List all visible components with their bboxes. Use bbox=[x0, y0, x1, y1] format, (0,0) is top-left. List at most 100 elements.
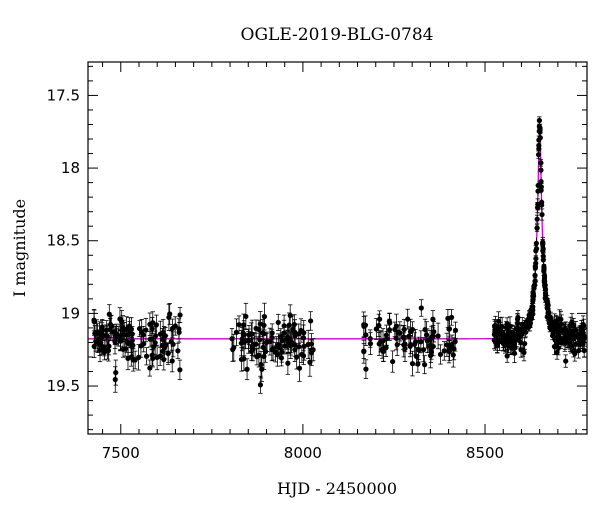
data-marker bbox=[541, 257, 546, 262]
data-marker bbox=[236, 322, 241, 327]
data-marker bbox=[515, 315, 520, 320]
data-point bbox=[230, 338, 235, 362]
data-marker bbox=[413, 339, 418, 344]
data-marker bbox=[177, 312, 182, 317]
data-marker bbox=[288, 313, 293, 318]
data-marker bbox=[144, 354, 149, 359]
data-marker bbox=[282, 343, 287, 348]
data-marker bbox=[261, 345, 266, 350]
data-marker bbox=[540, 248, 545, 253]
data-marker bbox=[408, 344, 413, 349]
data-marker bbox=[256, 353, 261, 358]
data-marker bbox=[262, 314, 267, 319]
data-marker bbox=[539, 202, 544, 207]
data-marker bbox=[449, 342, 454, 347]
data-marker bbox=[394, 323, 399, 328]
data-marker bbox=[527, 323, 532, 328]
data-marker bbox=[563, 358, 568, 363]
data-marker bbox=[495, 343, 500, 348]
data-marker bbox=[535, 217, 540, 222]
data-point bbox=[563, 355, 568, 367]
data-marker bbox=[507, 324, 512, 329]
data-marker bbox=[402, 336, 407, 341]
data-marker bbox=[106, 348, 111, 353]
data-point bbox=[422, 356, 427, 374]
data-marker bbox=[377, 317, 382, 322]
data-marker bbox=[447, 326, 452, 331]
model-curve bbox=[88, 124, 586, 338]
data-marker bbox=[243, 314, 248, 319]
data-marker bbox=[155, 355, 160, 360]
x-tick-labels: 7500 8000 8500 bbox=[102, 444, 504, 462]
data-marker bbox=[147, 322, 152, 327]
data-point bbox=[387, 313, 392, 330]
data-point bbox=[167, 303, 172, 324]
data-marker bbox=[130, 338, 135, 343]
data-point bbox=[285, 352, 290, 374]
data-point bbox=[175, 343, 180, 358]
data-point bbox=[150, 350, 155, 367]
data-marker bbox=[374, 326, 379, 331]
data-marker bbox=[292, 322, 297, 327]
data-marker bbox=[166, 350, 171, 355]
data-marker bbox=[545, 306, 550, 311]
data-marker bbox=[154, 322, 159, 327]
y-tick-label: 19 bbox=[61, 304, 80, 322]
data-marker bbox=[129, 327, 134, 332]
data-marker bbox=[521, 350, 526, 355]
data-marker bbox=[529, 313, 534, 318]
data-marker bbox=[118, 333, 123, 338]
data-marker bbox=[571, 323, 576, 328]
data-marker bbox=[299, 352, 304, 357]
plot-frame bbox=[88, 62, 587, 434]
data-marker bbox=[422, 362, 427, 367]
data-marker bbox=[270, 346, 275, 351]
data-marker bbox=[311, 347, 316, 352]
data-marker bbox=[536, 152, 541, 157]
data-marker bbox=[523, 330, 528, 335]
axis-ticks bbox=[88, 62, 587, 434]
data-marker bbox=[541, 264, 546, 269]
data-marker bbox=[230, 347, 235, 352]
data-marker bbox=[501, 340, 506, 345]
data-point bbox=[521, 344, 526, 361]
data-marker bbox=[571, 334, 576, 339]
data-marker bbox=[408, 329, 413, 334]
y-tick-label: 18.5 bbox=[47, 232, 80, 250]
data-marker bbox=[552, 319, 557, 324]
data-point bbox=[539, 209, 544, 220]
data-marker bbox=[451, 352, 456, 357]
data-marker bbox=[378, 339, 383, 344]
data-marker bbox=[170, 326, 175, 331]
data-marker bbox=[129, 354, 134, 359]
data-marker bbox=[438, 352, 443, 357]
data-marker bbox=[542, 273, 547, 278]
data-marker bbox=[539, 188, 544, 193]
data-marker bbox=[421, 347, 426, 352]
data-point bbox=[390, 351, 395, 372]
data-marker bbox=[545, 314, 550, 319]
data-marker bbox=[580, 330, 585, 335]
data-marker bbox=[244, 367, 249, 372]
data-marker bbox=[261, 323, 266, 328]
x-tick-label: 7500 bbox=[102, 444, 140, 462]
model-curve-layer bbox=[88, 124, 586, 338]
data-marker bbox=[124, 339, 129, 344]
data-marker bbox=[289, 340, 294, 345]
data-marker bbox=[239, 357, 244, 362]
data-point bbox=[144, 348, 149, 365]
data-points-layer bbox=[91, 117, 587, 393]
data-marker bbox=[538, 179, 543, 184]
y-tick-label: 18 bbox=[61, 159, 80, 177]
data-marker bbox=[539, 212, 544, 217]
chart-title: OGLE-2019-BLG-0784 bbox=[241, 25, 434, 45]
x-tick-label: 8500 bbox=[466, 444, 504, 462]
data-marker bbox=[267, 339, 272, 344]
data-marker bbox=[530, 306, 535, 311]
data-marker bbox=[177, 367, 182, 372]
data-marker bbox=[542, 279, 547, 284]
data-marker bbox=[240, 336, 245, 341]
x-axis-label: HJD - 2450000 bbox=[277, 479, 397, 498]
data-marker bbox=[431, 329, 436, 334]
data-marker bbox=[96, 337, 101, 342]
